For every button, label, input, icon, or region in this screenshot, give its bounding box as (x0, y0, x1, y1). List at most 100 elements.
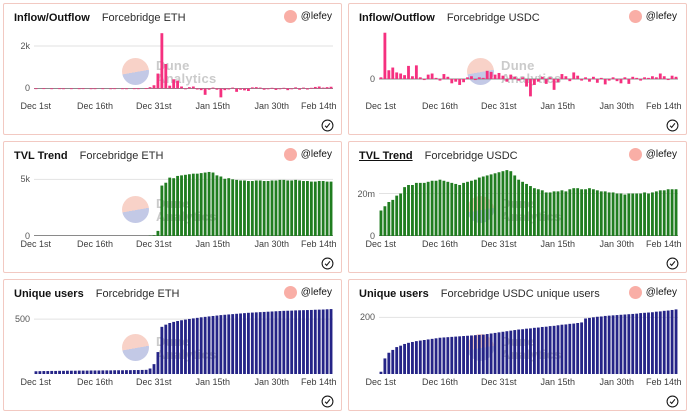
bar[interactable] (215, 88, 219, 90)
bar[interactable] (552, 78, 556, 90)
verified-check-icon[interactable] (666, 257, 679, 270)
bar[interactable] (588, 78, 591, 82)
bar[interactable] (191, 86, 195, 89)
bar[interactable] (493, 74, 497, 79)
bar[interactable] (588, 188, 591, 236)
bar[interactable] (666, 189, 670, 236)
bar[interactable] (239, 88, 242, 90)
bar[interactable] (329, 181, 333, 236)
bar[interactable] (298, 310, 301, 374)
bar[interactable] (211, 87, 215, 89)
bar[interactable] (658, 311, 662, 374)
bar[interactable] (497, 72, 501, 79)
bar[interactable] (462, 78, 465, 83)
bar[interactable] (643, 77, 646, 79)
bar[interactable] (505, 331, 509, 374)
bar[interactable] (619, 314, 623, 374)
bar[interactable] (156, 352, 160, 374)
bar[interactable] (446, 181, 450, 236)
bar[interactable] (302, 181, 305, 236)
bar[interactable] (172, 178, 176, 236)
bar[interactable] (262, 311, 266, 374)
bar[interactable] (239, 180, 242, 236)
bar[interactable] (235, 88, 239, 92)
bar[interactable] (584, 318, 587, 374)
bar[interactable] (513, 175, 517, 236)
bar[interactable] (180, 86, 183, 89)
bar[interactable] (517, 179, 521, 236)
bar[interactable] (379, 371, 383, 374)
bar[interactable] (462, 182, 465, 236)
bar[interactable] (223, 178, 227, 236)
bar[interactable] (34, 371, 38, 374)
bar[interactable] (623, 194, 627, 236)
bar[interactable] (473, 179, 477, 236)
bar[interactable] (313, 181, 317, 236)
bar[interactable] (144, 88, 148, 90)
bar[interactable] (647, 193, 650, 237)
verified-check-icon[interactable] (666, 395, 679, 408)
bar[interactable] (458, 336, 462, 374)
bar[interactable] (466, 77, 469, 79)
bar[interactable] (207, 171, 211, 236)
bar[interactable] (450, 78, 454, 84)
bar[interactable] (184, 88, 187, 90)
bar[interactable] (623, 314, 627, 375)
bar[interactable] (258, 87, 262, 89)
bar[interactable] (580, 322, 584, 374)
bar[interactable] (481, 77, 485, 79)
bar[interactable] (485, 70, 489, 79)
bar[interactable] (203, 172, 207, 236)
bar[interactable] (93, 88, 97, 90)
bar[interactable] (136, 88, 140, 90)
bar[interactable] (270, 180, 274, 236)
bar[interactable] (306, 310, 309, 374)
bar[interactable] (497, 332, 501, 374)
bar[interactable] (599, 77, 603, 79)
bar[interactable] (525, 78, 528, 87)
bar[interactable] (532, 327, 536, 374)
bar[interactable] (651, 312, 654, 374)
bar[interactable] (235, 313, 239, 374)
bar[interactable] (422, 182, 426, 236)
bar[interactable] (513, 76, 517, 79)
bar[interactable] (481, 334, 485, 374)
bar[interactable] (231, 314, 235, 374)
bar[interactable] (168, 177, 172, 236)
bar[interactable] (611, 77, 615, 79)
bar[interactable] (317, 181, 321, 236)
bar[interactable] (674, 309, 678, 374)
bar[interactable] (187, 318, 191, 374)
bar[interactable] (34, 88, 38, 90)
bar[interactable] (639, 193, 643, 237)
bar[interactable] (298, 88, 301, 90)
bar[interactable] (262, 88, 266, 90)
bar[interactable] (50, 88, 54, 90)
bar[interactable] (458, 78, 462, 85)
bar[interactable] (207, 88, 211, 90)
bar[interactable] (132, 88, 136, 90)
bar[interactable] (148, 87, 152, 89)
bar[interactable] (525, 183, 528, 236)
bar[interactable] (446, 76, 450, 79)
bar[interactable] (266, 311, 270, 374)
bar[interactable] (576, 75, 580, 79)
bar[interactable] (615, 315, 619, 374)
chart-title[interactable]: Inflow/Outflow (359, 12, 435, 24)
bar[interactable] (321, 87, 325, 89)
bar[interactable] (407, 185, 410, 236)
bar[interactable] (540, 326, 544, 374)
bar[interactable] (411, 185, 414, 236)
bar[interactable] (38, 371, 42, 374)
bar[interactable] (313, 309, 317, 374)
bar[interactable] (160, 33, 164, 89)
bar[interactable] (595, 78, 599, 83)
bar[interactable] (172, 321, 176, 374)
bar[interactable] (485, 175, 489, 236)
bar[interactable] (407, 65, 410, 79)
bar[interactable] (584, 77, 587, 79)
bar[interactable] (152, 364, 156, 374)
bar[interactable] (525, 328, 528, 374)
bar[interactable] (564, 76, 568, 79)
bar[interactable] (403, 75, 406, 79)
